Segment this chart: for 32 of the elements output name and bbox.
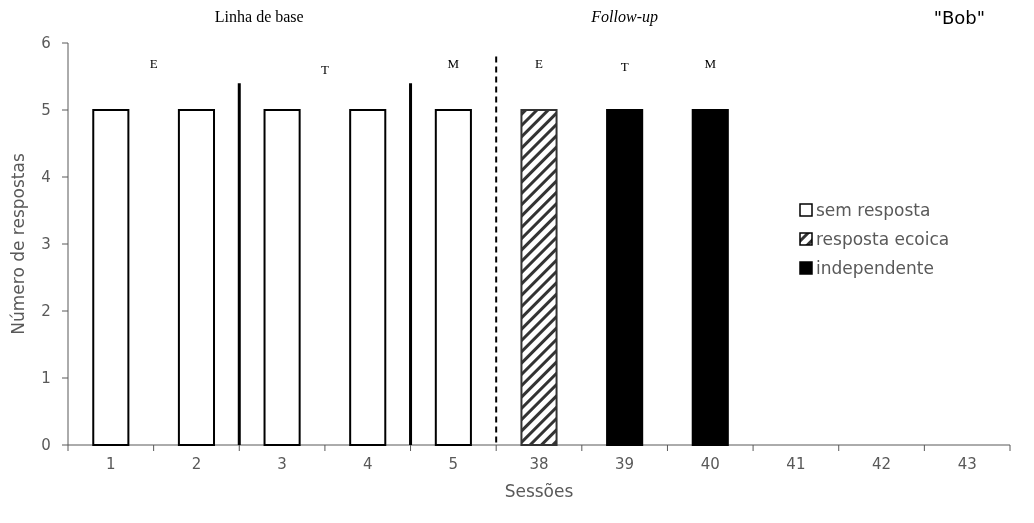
y-tick-label: 5 <box>41 101 51 120</box>
annotation: E <box>149 55 158 71</box>
y-tick-label: 3 <box>41 235 51 254</box>
annotation: M <box>447 55 460 71</box>
x-tick-label: 38 <box>529 455 549 473</box>
legend-label: sem resposta <box>816 199 931 220</box>
x-tick-label: 40 <box>700 455 720 473</box>
annotation: M <box>704 55 717 71</box>
legend-label: independente <box>816 257 934 278</box>
annotation: E <box>535 55 544 71</box>
x-axis-title: Sessões <box>504 481 574 501</box>
y-tick-label: 0 <box>41 436 51 455</box>
x-tick-label: 1 <box>106 455 116 473</box>
text: "Bob" <box>933 7 985 28</box>
x-tick-label: 2 <box>191 455 202 473</box>
x-tick-label: 4 <box>362 455 373 473</box>
x-tick-label: 41 <box>786 455 806 473</box>
x-tick-label: 3 <box>277 455 287 473</box>
x-tick-label: 42 <box>872 455 892 473</box>
y-tick-label: 1 <box>41 369 51 388</box>
legend-label: resposta ecoica <box>816 228 950 249</box>
y-tick-label: 6 <box>41 34 51 53</box>
y-tick-label: 2 <box>41 302 51 321</box>
annotation: T <box>620 59 629 74</box>
y-axis-title: Número de respostas <box>8 153 28 335</box>
x-tick-label: 43 <box>957 455 977 473</box>
text: Linha de base <box>214 8 304 25</box>
x-tick-label: 39 <box>615 455 635 473</box>
text: Follow-up <box>590 8 658 26</box>
y-tick-label: 4 <box>41 168 51 187</box>
annotation: T <box>320 62 329 78</box>
x-tick-label: 5 <box>448 455 459 473</box>
